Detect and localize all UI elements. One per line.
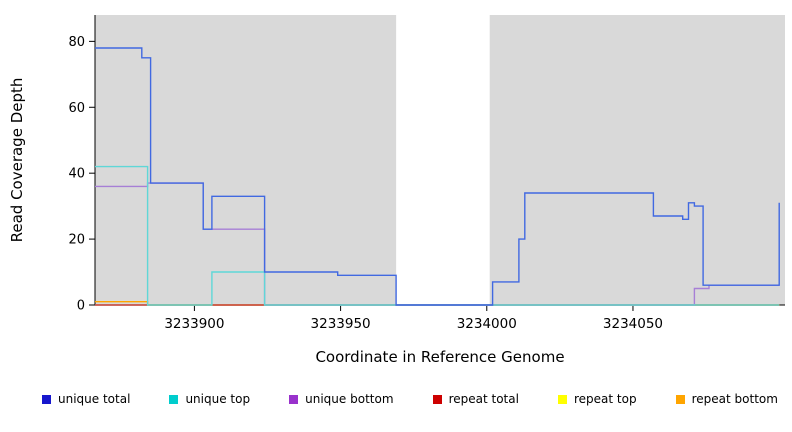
y-tick-label: 20 — [68, 233, 85, 248]
y-tick-label: 0 — [77, 299, 85, 314]
legend-swatch-unique-top — [169, 394, 179, 404]
legend-swatch-repeat-bottom — [675, 394, 685, 404]
legend-item-label: repeat top — [573, 392, 637, 406]
x-axis-title: Coordinate in Reference Genome — [315, 348, 564, 366]
y-tick-label: 40 — [68, 167, 85, 182]
y-tick-label: 60 — [68, 101, 85, 116]
legend-item-repeat-bottom: repeat bottom — [675, 392, 778, 406]
legend-item-repeat-top: repeat top — [557, 392, 637, 406]
series-unique-top-line — [95, 165, 780, 306]
chart-legend: unique total unique top unique bottom repea… — [0, 392, 792, 406]
y-tick-label: 80 — [68, 35, 85, 50]
series-unique-total-line — [95, 47, 780, 306]
legend-item-label: repeat total — [448, 392, 519, 406]
chart-svg: 0 20 40 60 80 3233900 3233950 3234000 3234050 Coo… — [8, 15, 785, 366]
legend-swatch-unique-bottom — [289, 394, 299, 404]
legend-swatch-repeat-total — [432, 394, 442, 404]
legend-item-unique-total: unique total — [42, 392, 130, 406]
coverage-gap-band — [396, 15, 490, 305]
x-tick-label: 3233900 — [164, 316, 224, 332]
legend-item-label: unique total — [58, 392, 131, 406]
x-tick-label: 3234000 — [457, 316, 517, 332]
x-tick-label: 3233950 — [311, 316, 371, 332]
legend-swatch-unique-total — [42, 394, 51, 404]
legend-item-label: unique bottom — [305, 392, 394, 406]
legend-item-unique-top: unique top — [169, 392, 250, 406]
legend-item-label: repeat bottom — [691, 392, 778, 406]
legend-swatch-repeat-top — [557, 394, 567, 404]
legend-item-unique-bottom: unique bottom — [289, 392, 394, 406]
legend-item-repeat-total: repeat total — [432, 392, 519, 406]
legend-item-label: unique top — [185, 392, 251, 406]
x-tick-label: 3234050 — [603, 316, 663, 332]
y-axis-title: Read Coverage Depth — [8, 78, 26, 243]
